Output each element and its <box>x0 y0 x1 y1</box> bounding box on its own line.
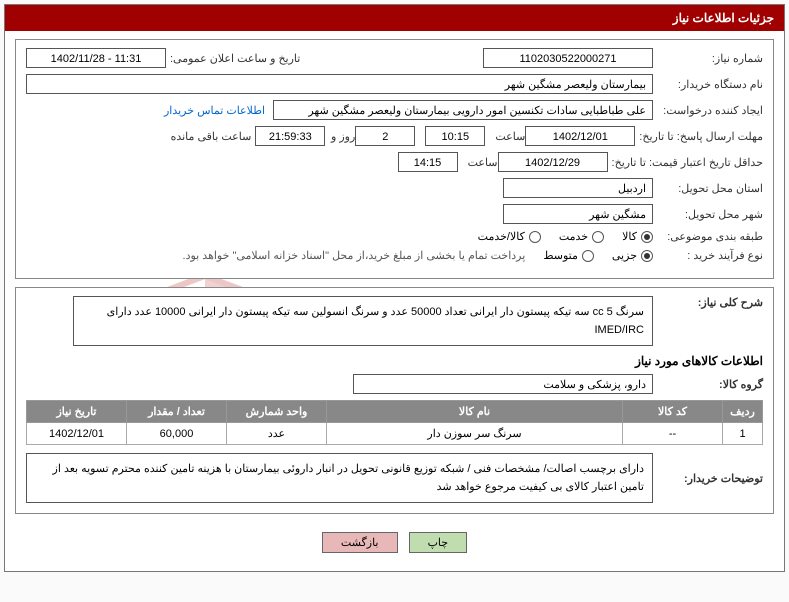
radio-service[interactable]: خدمت <box>559 230 604 243</box>
buyer-notes-value: دارای برچسب اصالت/ مشخصات فنی / شبکه توز… <box>26 453 653 503</box>
reply-date: 1402/12/01 <box>525 126 635 146</box>
button-row: چاپ بازگشت <box>15 522 774 563</box>
main-panel: جزئیات اطلاعات نیاز AriaTender.net شماره… <box>4 4 785 572</box>
td-date: 1402/12/01 <box>27 423 127 445</box>
buyer-notes-label: توضیحات خریدار: <box>653 472 763 485</box>
group-label: گروه کالا: <box>653 378 763 391</box>
countdown: 21:59:33 <box>255 126 325 146</box>
th-name: نام کالا <box>327 401 623 423</box>
buyer-org-value: بیمارستان ولیعصر مشگین شهر <box>26 74 653 94</box>
radio-goods-service-label: کالا/خدمت <box>478 230 525 243</box>
need-no-value: 1102030522000271 <box>483 48 653 68</box>
th-row: ردیف <box>723 401 763 423</box>
th-code: کد کالا <box>623 401 723 423</box>
group-value: دارو، پزشکی و سلامت <box>353 374 653 394</box>
city-label: شهر محل تحویل: <box>653 208 763 221</box>
requester-value: علی طباطبایی سادات تکنسین امور دارویی بی… <box>273 100 653 120</box>
reply-deadline-label: مهلت ارسال پاسخ: تا تاریخ: <box>635 130 763 143</box>
panel-title: جزئیات اطلاعات نیاز <box>5 5 784 31</box>
td-code: -- <box>623 423 723 445</box>
th-unit: واحد شمارش <box>227 401 327 423</box>
radio-partial-label: جزیی <box>612 249 637 262</box>
category-label: طبقه بندی موضوعی: <box>653 230 763 243</box>
radio-goods[interactable]: کالا <box>622 230 653 243</box>
overall-desc-value: سرنگ 5 cc سه تیکه پیستون دار ایرانی تعدا… <box>73 296 653 346</box>
radio-goods-label: کالا <box>622 230 637 243</box>
reply-time: 10:15 <box>425 126 485 146</box>
radio-partial[interactable]: جزیی <box>612 249 653 262</box>
form-section-main: شماره نیاز: 1102030522000271 تاریخ و ساع… <box>15 39 774 279</box>
validity-label: حداقل تاریخ اعتبار قیمت: تا تاریخ: <box>608 156 763 169</box>
goods-table: ردیف کد کالا نام کالا واحد شمارش تعداد /… <box>26 400 763 445</box>
td-row: 1 <box>723 423 763 445</box>
td-name: سرنگ سر سوزن دار <box>327 423 623 445</box>
province-value: اردبیل <box>503 178 653 198</box>
time-label-1: ساعت <box>485 130 525 143</box>
days-label: روز و <box>325 130 355 143</box>
th-qty: تعداد / مقدار <box>127 401 227 423</box>
radio-goods-service[interactable]: کالا/خدمت <box>478 230 541 243</box>
td-unit: عدد <box>227 423 327 445</box>
buyer-org-label: نام دستگاه خریدار: <box>653 78 763 91</box>
remaining-label: ساعت باقی مانده <box>167 130 252 143</box>
validity-date: 1402/12/29 <box>498 152 608 172</box>
radio-service-label: خدمت <box>559 230 588 243</box>
overall-desc-label: شرح کلی نیاز: <box>653 296 763 309</box>
process-label: نوع فرآیند خرید : <box>653 249 763 262</box>
contact-buyer-link[interactable]: اطلاعات تماس خریدار <box>164 104 265 117</box>
td-qty: 60,000 <box>127 423 227 445</box>
announce-value: 1402/11/28 - 11:31 <box>26 48 166 68</box>
back-button[interactable]: بازگشت <box>322 532 398 553</box>
print-button[interactable]: چاپ <box>409 532 468 553</box>
form-section-goods: شرح کلی نیاز: سرنگ 5 cc سه تیکه پیستون د… <box>15 287 774 514</box>
time-label-2: ساعت <box>458 156 498 169</box>
province-label: استان محل تحویل: <box>653 182 763 195</box>
announce-label: تاریخ و ساعت اعلان عمومی: <box>166 52 300 65</box>
table-row: 1 -- سرنگ سر سوزن دار عدد 60,000 1402/12… <box>27 423 763 445</box>
city-value: مشگین شهر <box>503 204 653 224</box>
requester-label: ایجاد کننده درخواست: <box>653 104 763 117</box>
validity-time: 14:15 <box>398 152 458 172</box>
radio-medium[interactable]: متوسط <box>543 249 594 262</box>
goods-info-title: اطلاعات کالاهای مورد نیاز <box>26 354 763 368</box>
days-remaining: 2 <box>355 126 415 146</box>
process-note: پرداخت تمام یا بخشی از مبلغ خرید،از محل … <box>183 249 526 262</box>
th-date: تاریخ نیاز <box>27 401 127 423</box>
need-no-label: شماره نیاز: <box>653 52 763 65</box>
radio-medium-label: متوسط <box>543 249 578 262</box>
